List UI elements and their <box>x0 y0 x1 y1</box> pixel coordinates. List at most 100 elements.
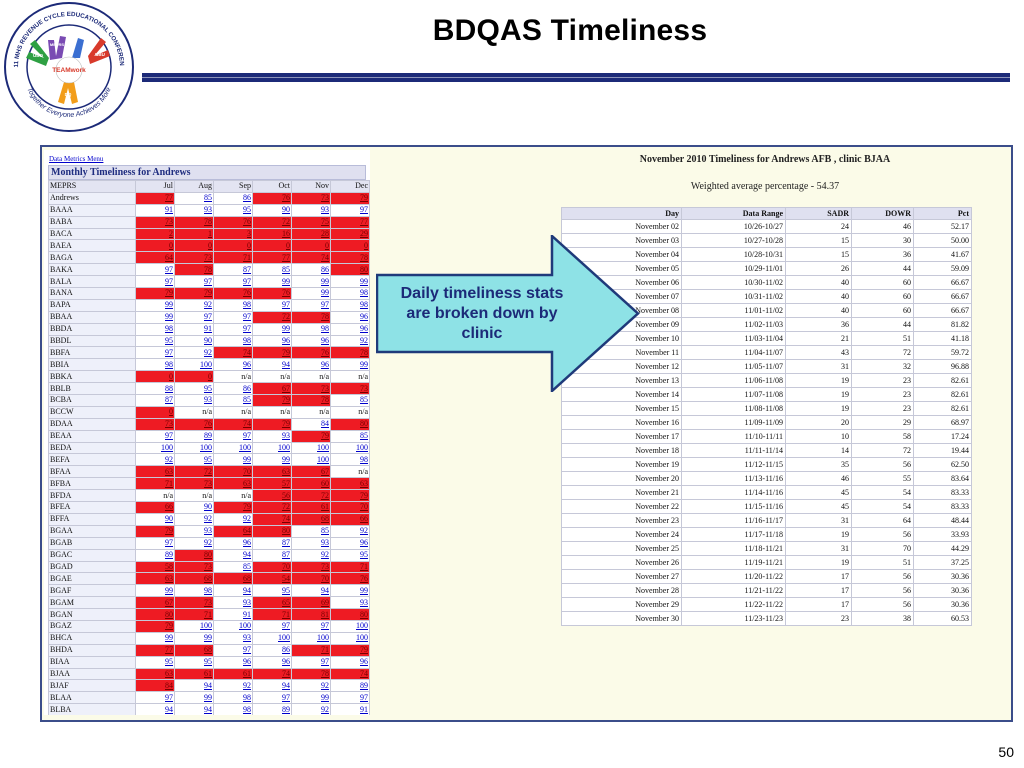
timeliness-value-link[interactable]: 68 <box>291 512 331 526</box>
timeliness-value-link[interactable]: 97 <box>135 536 175 550</box>
timeliness-value-link[interactable]: 71 <box>291 643 331 657</box>
timeliness-value-link[interactable]: 92 <box>213 679 253 693</box>
timeliness-value-link[interactable]: 98 <box>330 453 370 467</box>
timeliness-value-link[interactable]: 100 <box>174 358 214 372</box>
timeliness-value-link[interactable]: 71 <box>174 608 214 621</box>
timeliness-value-link[interactable]: 77 <box>330 215 370 229</box>
timeliness-value-link[interactable]: 92 <box>135 453 175 467</box>
timeliness-value-link[interactable]: 87 <box>252 536 292 550</box>
timeliness-value-link[interactable]: 100 <box>330 441 370 455</box>
timeliness-value-link[interactable]: 79 <box>174 287 214 300</box>
timeliness-value-link[interactable]: 94 <box>135 703 175 715</box>
timeliness-value-link[interactable]: 79 <box>135 287 175 300</box>
timeliness-value-link[interactable]: 79 <box>135 524 175 538</box>
timeliness-value-link[interactable]: 86 <box>213 382 253 396</box>
timeliness-value-link[interactable]: 89 <box>252 703 292 715</box>
timeliness-value-link[interactable]: 98 <box>213 298 253 312</box>
timeliness-value-link[interactable]: 89 <box>330 679 370 693</box>
timeliness-value-link[interactable]: 63 <box>135 667 175 681</box>
timeliness-value-link[interactable]: 99 <box>291 275 331 289</box>
timeliness-value-link[interactable]: 96 <box>330 322 370 336</box>
timeliness-value-link[interactable]: 94 <box>174 703 214 715</box>
timeliness-value-link[interactable]: 91 <box>213 608 253 621</box>
timeliness-value-link[interactable]: 99 <box>213 453 253 467</box>
timeliness-value-link[interactable]: 92 <box>174 512 214 526</box>
timeliness-value-link[interactable]: 97 <box>213 643 253 657</box>
timeliness-value-link[interactable]: 96 <box>330 536 370 550</box>
data-metrics-menu-link[interactable]: Data Metrics Menu <box>49 155 104 163</box>
timeliness-value-link[interactable]: 78 <box>330 251 370 265</box>
timeliness-value-link[interactable]: 99 <box>252 322 292 336</box>
timeliness-value-link[interactable]: 79 <box>252 394 292 407</box>
timeliness-value-link[interactable]: 99 <box>174 631 214 645</box>
timeliness-value-link[interactable]: 72 <box>291 489 331 503</box>
timeliness-value-link[interactable]: 97 <box>291 655 331 669</box>
timeliness-value-link[interactable]: 92 <box>174 298 214 312</box>
timeliness-value-link[interactable]: 70 <box>252 560 292 574</box>
timeliness-value-link[interactable]: 56 <box>252 489 292 503</box>
timeliness-value-link[interactable]: 1 <box>174 227 214 241</box>
timeliness-value-link[interactable]: 0 <box>330 239 370 253</box>
timeliness-value-link[interactable]: 71 <box>213 251 253 265</box>
timeliness-value-link[interactable]: 97 <box>135 346 175 360</box>
timeliness-value-link[interactable]: 79 <box>213 501 253 514</box>
timeliness-value-link[interactable]: 98 <box>135 358 175 372</box>
timeliness-value-link[interactable]: 29 <box>330 227 370 241</box>
timeliness-value-link[interactable]: 95 <box>252 584 292 598</box>
timeliness-value-link[interactable]: 99 <box>330 584 370 598</box>
timeliness-value-link[interactable]: 92 <box>291 548 331 562</box>
timeliness-value-link[interactable]: 76 <box>213 215 253 229</box>
timeliness-value-link[interactable]: 73 <box>174 560 214 574</box>
timeliness-value-link[interactable]: 73 <box>291 382 331 396</box>
timeliness-value-link[interactable]: 73 <box>291 191 331 205</box>
timeliness-value-link[interactable]: 85 <box>174 191 214 205</box>
timeliness-value-link[interactable]: 87 <box>252 548 292 562</box>
timeliness-value-link[interactable]: 90 <box>135 512 175 526</box>
timeliness-value-link[interactable]: 98 <box>330 287 370 300</box>
timeliness-value-link[interactable]: 74 <box>330 667 370 681</box>
timeliness-value-link[interactable]: 99 <box>330 358 370 372</box>
timeliness-value-link[interactable]: 99 <box>291 691 331 705</box>
timeliness-value-link[interactable]: 71 <box>135 477 175 491</box>
timeliness-value-link[interactable]: 80 <box>330 263 370 277</box>
timeliness-value-link[interactable]: 73 <box>174 477 214 491</box>
timeliness-value-link[interactable]: 78 <box>330 346 370 360</box>
timeliness-value-link[interactable]: 88 <box>135 382 175 396</box>
timeliness-value-link[interactable]: 97 <box>135 275 175 289</box>
timeliness-value-link[interactable]: 76 <box>291 346 331 360</box>
timeliness-value-link[interactable]: 100 <box>291 631 331 645</box>
timeliness-value-link[interactable]: 0 <box>135 370 175 384</box>
timeliness-value-link[interactable]: 78 <box>174 263 214 277</box>
timeliness-value-link[interactable]: 0 <box>174 239 214 253</box>
timeliness-value-link[interactable]: 0 <box>213 239 253 253</box>
timeliness-value-link[interactable]: 54 <box>252 572 292 586</box>
timeliness-value-link[interactable]: 68 <box>213 572 253 586</box>
timeliness-value-link[interactable]: 94 <box>213 584 253 598</box>
timeliness-value-link[interactable]: 97 <box>330 203 370 217</box>
timeliness-value-link[interactable]: 96 <box>213 358 253 372</box>
timeliness-value-link[interactable]: 98 <box>213 334 253 348</box>
timeliness-value-link[interactable]: 96 <box>330 310 370 324</box>
timeliness-value-link[interactable]: 77 <box>252 251 292 265</box>
timeliness-value-link[interactable]: 97 <box>330 691 370 705</box>
timeliness-value-link[interactable]: 93 <box>291 203 331 217</box>
timeliness-value-link[interactable]: 94 <box>252 358 292 372</box>
timeliness-value-link[interactable]: 76 <box>252 191 292 205</box>
timeliness-value-link[interactable]: 99 <box>291 287 331 300</box>
timeliness-value-link[interactable]: 79 <box>291 429 331 443</box>
timeliness-value-link[interactable]: 91 <box>135 203 175 217</box>
timeliness-value-link[interactable]: 86 <box>213 191 253 205</box>
timeliness-value-link[interactable]: 72 <box>252 215 292 229</box>
timeliness-value-link[interactable]: 73 <box>174 251 214 265</box>
timeliness-value-link[interactable]: 71 <box>330 560 370 574</box>
timeliness-value-link[interactable]: 61 <box>174 667 214 681</box>
timeliness-value-link[interactable]: 96 <box>213 536 253 550</box>
timeliness-value-link[interactable]: 68 <box>174 572 214 586</box>
timeliness-value-link[interactable]: 73 <box>135 215 175 229</box>
timeliness-value-link[interactable]: 61 <box>291 501 331 514</box>
timeliness-value-link[interactable]: 77 <box>135 643 175 657</box>
timeliness-value-link[interactable]: 76 <box>330 572 370 586</box>
timeliness-value-link[interactable]: 60 <box>291 477 331 491</box>
timeliness-value-link[interactable]: 99 <box>252 453 292 467</box>
timeliness-value-link[interactable]: 67 <box>135 596 175 610</box>
